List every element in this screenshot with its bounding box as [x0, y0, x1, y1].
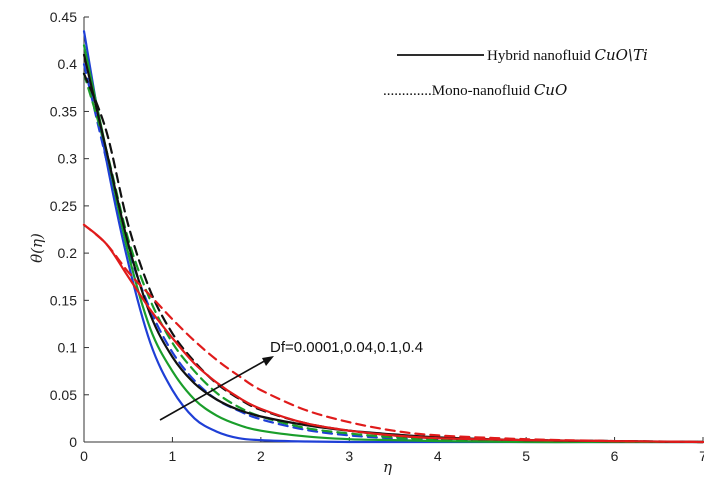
annotation-label: Df=0.0001,0.04,0.1,0.4 — [270, 339, 423, 356]
y-tick-label: 0.25 — [50, 198, 77, 214]
series-line-6-solid — [82, 223, 704, 444]
y-tick-label: 0.35 — [50, 103, 77, 119]
y-tick-label: 0.05 — [50, 387, 77, 403]
legend-entry-dashed: .............Mono-nanofluid CuO — [383, 81, 567, 99]
y-axis-label: θ(η) — [28, 233, 46, 263]
series-line-3-dashed — [82, 72, 704, 444]
x-tick-label: 4 — [434, 448, 442, 464]
annotation-arrowhead — [262, 356, 274, 366]
y-tick-label: 0.15 — [50, 292, 77, 308]
legend-dashed-math: CuO — [534, 81, 567, 99]
series-line-5-dashed — [82, 72, 704, 444]
y-tick-label: 0.2 — [58, 245, 78, 261]
legend-solid-math: CuO\Ti — [594, 46, 647, 64]
x-tick-label: 6 — [611, 448, 619, 464]
y-tick-label: 0.45 — [50, 9, 77, 25]
series-group — [82, 30, 704, 444]
y-tick-label: 0 — [69, 434, 77, 450]
legend: Hybrid nanofluid CuO\Ti .............Mon… — [383, 46, 648, 99]
series-line-4-solid — [82, 53, 704, 444]
x-tick-label: 0 — [80, 448, 88, 464]
y-tick-label: 0.4 — [58, 56, 78, 72]
series-line-7-dashed — [82, 223, 704, 444]
y-tick-label: 0.3 — [58, 151, 78, 167]
series-line-1-dashed — [82, 63, 704, 444]
ticks: 0 1 2 3 4 5 6 7 0 0.05 0.1 0.15 0.2 0.25 0.3 0.35 0.4 0.4… — [50, 9, 704, 464]
y-tick-label: 0.1 — [58, 340, 78, 356]
annotation: Df=0.0001,0.04,0.1,0.4 — [159, 339, 423, 421]
x-tick-label: 3 — [345, 448, 353, 464]
annotation-arrow-line — [159, 358, 269, 421]
x-tick-label: 1 — [169, 448, 177, 464]
x-tick-label: 7 — [699, 448, 704, 464]
legend-solid-label: Hybrid nanofluid — [487, 48, 594, 64]
x-tick-label: 5 — [522, 448, 530, 464]
series-line-2-solid — [82, 44, 704, 444]
x-axis-label: η — [383, 458, 392, 476]
legend-entry-solid: Hybrid nanofluid CuO\Ti — [487, 46, 648, 64]
x-tick-label: 2 — [257, 448, 265, 464]
legend-dashed-label: .............Mono-nanofluid — [383, 83, 534, 99]
